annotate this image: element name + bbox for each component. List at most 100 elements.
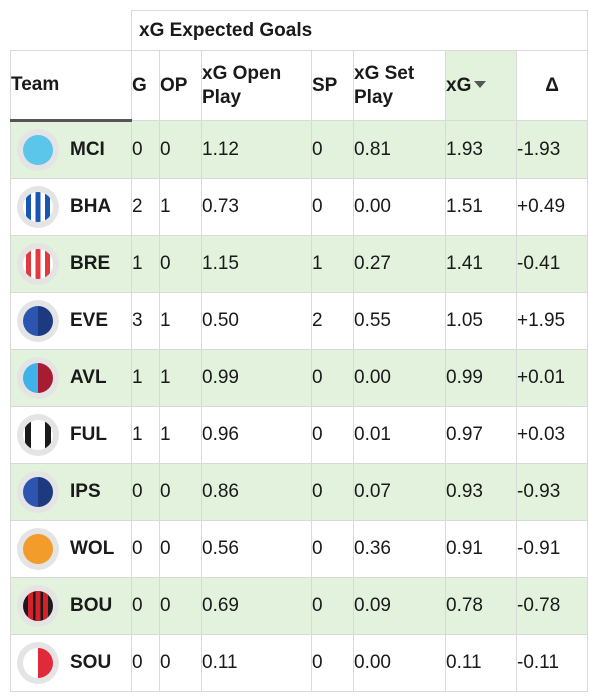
cell-delta: +0.01 — [515, 349, 589, 407]
cell-delta: -0.41 — [515, 235, 589, 293]
team-cell-content: BOU — [17, 585, 131, 627]
cell-xg: 0.11 — [445, 634, 517, 692]
column-header-op[interactable]: OP — [159, 50, 202, 121]
cell-xg-set-play: 0.07 — [353, 463, 446, 521]
wol-badge-icon — [17, 528, 59, 570]
cell-g: 1 — [131, 349, 160, 407]
column-header-xg-open-play[interactable]: xG Open Play — [201, 50, 312, 121]
mci-badge-icon — [17, 129, 59, 171]
cell-op: 0 — [159, 463, 202, 521]
team-cell-content: BHA — [17, 186, 131, 228]
cell-xg-set-play: 0.00 — [353, 178, 446, 236]
column-header-g[interactable]: G — [131, 50, 160, 121]
cell-op: 1 — [159, 406, 202, 464]
cell-xg-set-play: 0.55 — [353, 292, 446, 350]
cell-team[interactable]: BRE — [10, 235, 132, 293]
cell-team[interactable]: IPS — [10, 463, 132, 521]
cell-team[interactable]: AVL — [10, 349, 132, 407]
cell-xg-open-play: 0.96 — [201, 406, 312, 464]
cell-sp: 0 — [311, 520, 354, 578]
column-header-xg[interactable]: xG — [445, 50, 517, 121]
cell-delta: -0.78 — [515, 577, 589, 635]
team-abbreviation: AVL — [70, 367, 107, 388]
team-cell-content: EVE — [17, 300, 131, 342]
cell-team[interactable]: MCI — [10, 120, 132, 179]
cell-op: 0 — [159, 120, 202, 179]
cell-xg-open-play: 1.12 — [201, 120, 312, 179]
cell-g: 1 — [131, 235, 160, 293]
cell-xg: 0.91 — [445, 520, 517, 578]
cell-g: 0 — [131, 520, 160, 578]
team-abbreviation: WOL — [70, 538, 115, 559]
column-header-sp[interactable]: SP — [311, 50, 354, 121]
cell-team[interactable]: BHA — [10, 178, 132, 236]
cell-xg: 0.97 — [445, 406, 517, 464]
cell-xg-open-play: 0.56 — [201, 520, 312, 578]
cell-delta: -0.91 — [515, 520, 589, 578]
cell-team[interactable]: WOL — [10, 520, 132, 578]
cell-xg-set-play: 0.81 — [353, 120, 446, 179]
cell-xg: 1.41 — [445, 235, 517, 293]
cell-xg: 1.51 — [445, 178, 517, 236]
column-header-xg-label: xG — [446, 74, 472, 96]
cell-xg-set-play: 0.27 — [353, 235, 446, 293]
table-row: BHA 2 1 0.73 0 0.00 1.51 +0.49 — [10, 178, 589, 236]
cell-g: 1 — [131, 406, 160, 464]
cell-g: 0 — [131, 463, 160, 521]
cell-team[interactable]: SOU — [10, 634, 132, 692]
table-row: AVL 1 1 0.99 0 0.00 0.99 +0.01 — [10, 349, 589, 407]
xg-table: xG Expected Goals Team G OP xG Open Play… — [10, 10, 589, 692]
cell-delta: -0.11 — [515, 634, 589, 692]
column-header-xg-set-play[interactable]: xG Set Play — [353, 50, 446, 121]
cell-xg-set-play: 0.09 — [353, 577, 446, 635]
cell-xg: 1.93 — [445, 120, 517, 179]
cell-xg-open-play: 0.11 — [201, 634, 312, 692]
team-cell-content: FUL — [17, 414, 131, 456]
team-cell-content: WOL — [17, 528, 131, 570]
cell-xg-set-play: 0.01 — [353, 406, 446, 464]
cell-xg-set-play: 0.00 — [353, 634, 446, 692]
cell-op: 0 — [159, 577, 202, 635]
cell-delta: -0.93 — [515, 463, 589, 521]
team-cell-content: IPS — [17, 471, 131, 513]
team-cell-content: AVL — [17, 357, 131, 399]
cell-xg-set-play: 0.36 — [353, 520, 446, 578]
team-abbreviation: BHA — [70, 196, 112, 217]
cell-team[interactable]: BOU — [10, 577, 132, 635]
cell-sp: 0 — [311, 178, 354, 236]
table-row: WOL 0 0 0.56 0 0.36 0.91 -0.91 — [10, 520, 589, 578]
ips-badge-icon — [17, 471, 59, 513]
team-cell-content: MCI — [17, 129, 131, 171]
cell-xg: 0.99 — [445, 349, 517, 407]
cell-g: 2 — [131, 178, 160, 236]
team-abbreviation: MCI — [70, 139, 105, 160]
cell-team[interactable]: FUL — [10, 406, 132, 464]
team-abbreviation: BRE — [70, 253, 111, 274]
table-row: MCI 0 0 1.12 0 0.81 1.93 -1.93 — [10, 120, 589, 179]
cell-xg-open-play: 1.15 — [201, 235, 312, 293]
cell-op: 1 — [159, 292, 202, 350]
table-row: IPS 0 0 0.86 0 0.07 0.93 -0.93 — [10, 463, 589, 521]
group-header-label: xG Expected Goals — [130, 10, 589, 51]
cell-xg-open-play: 0.50 — [201, 292, 312, 350]
cell-sp: 0 — [311, 577, 354, 635]
column-header-delta[interactable]: Δ — [515, 50, 589, 121]
cell-xg-open-play: 0.73 — [201, 178, 312, 236]
cell-sp: 0 — [311, 463, 354, 521]
cell-xg: 1.05 — [445, 292, 517, 350]
ful-badge-icon — [17, 414, 59, 456]
column-header-row: Team G OP xG Open Play SP xG Set Play xG… — [10, 50, 589, 122]
group-header-spacer — [10, 10, 132, 51]
cell-sp: 0 — [311, 634, 354, 692]
sort-descending-icon — [474, 80, 487, 88]
cell-xg-open-play: 0.69 — [201, 577, 312, 635]
team-cell-content: SOU — [17, 642, 131, 684]
cell-delta: -1.93 — [515, 120, 589, 179]
avl-badge-icon — [17, 357, 59, 399]
cell-team[interactable]: EVE — [10, 292, 132, 350]
team-abbreviation: BOU — [70, 595, 113, 616]
cell-xg-set-play: 0.00 — [353, 349, 446, 407]
column-header-team[interactable]: Team — [10, 50, 132, 122]
table-row: EVE 3 1 0.50 2 0.55 1.05 +1.95 — [10, 292, 589, 350]
